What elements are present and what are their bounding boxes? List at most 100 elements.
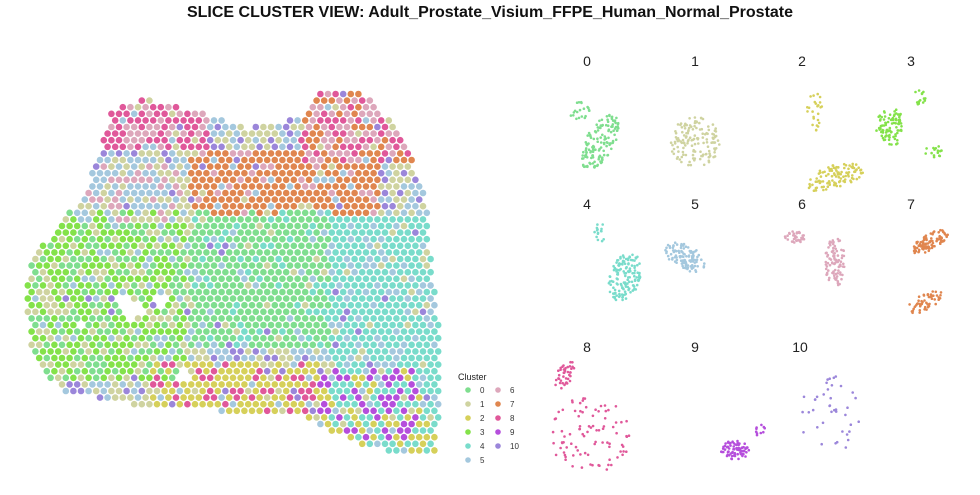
spot-point xyxy=(271,249,279,256)
spot-point xyxy=(366,414,374,421)
spot-point xyxy=(70,295,77,302)
spot-point xyxy=(184,295,191,302)
panel-point xyxy=(737,443,740,447)
spot-point xyxy=(370,130,377,137)
spot-point xyxy=(252,282,260,289)
spot-point xyxy=(396,361,404,368)
panel-point xyxy=(686,131,690,135)
spot-point xyxy=(317,315,324,322)
cluster-panel-2: 2 xyxy=(798,53,864,192)
panel-point xyxy=(815,395,819,399)
spot-point xyxy=(134,196,142,203)
spot-point xyxy=(157,367,165,375)
panel-point xyxy=(925,245,928,248)
panel-point xyxy=(854,163,858,166)
panel-point xyxy=(943,232,947,236)
spot-point xyxy=(130,123,138,131)
spot-point xyxy=(214,123,222,131)
spot-point xyxy=(237,282,244,289)
panel-point xyxy=(678,158,682,161)
spot-point xyxy=(92,361,100,368)
panel-point xyxy=(848,430,851,433)
panel-point xyxy=(631,253,634,257)
spot-point xyxy=(195,222,203,230)
panel-point xyxy=(835,169,838,172)
spot-point xyxy=(89,367,96,375)
panel-point xyxy=(827,278,831,282)
spot-point xyxy=(282,295,290,302)
spot-point xyxy=(134,328,142,335)
spot-point xyxy=(222,387,229,395)
spot-point xyxy=(214,176,222,184)
panel-point xyxy=(597,157,600,161)
spot-point xyxy=(222,348,229,355)
spot-point xyxy=(149,275,157,283)
spot-point xyxy=(104,381,111,388)
spot-point xyxy=(423,367,431,375)
spot-point xyxy=(271,169,279,177)
spot-point xyxy=(313,229,320,236)
spot-point xyxy=(127,143,134,151)
spot-point xyxy=(66,315,73,322)
spot-point xyxy=(199,189,206,197)
spot-point xyxy=(180,183,187,190)
spot-point xyxy=(381,282,389,289)
panel-point xyxy=(693,134,697,137)
spot-point xyxy=(252,374,260,382)
spot-point xyxy=(336,242,343,250)
spot-point xyxy=(419,348,427,355)
spot-point xyxy=(355,288,362,296)
panel-point xyxy=(939,294,942,297)
spot-point xyxy=(203,301,210,309)
panel-point xyxy=(821,180,825,183)
spot-point xyxy=(362,367,370,375)
panel-point xyxy=(631,258,634,262)
panel-point xyxy=(675,249,678,253)
panel-point xyxy=(587,108,591,112)
spot-point xyxy=(431,341,438,349)
spot-point xyxy=(324,367,332,375)
spot-point xyxy=(267,189,275,197)
spot-point xyxy=(241,249,248,256)
panel-point xyxy=(858,176,861,179)
spot-point xyxy=(404,414,412,421)
spot-point xyxy=(127,130,134,137)
spot-point xyxy=(393,367,400,375)
spot-point xyxy=(206,268,214,276)
spot-point xyxy=(320,229,328,236)
spot-point xyxy=(241,315,248,322)
panel-point xyxy=(694,258,698,262)
cluster-panel-4: 4 xyxy=(583,196,642,302)
spot-point xyxy=(332,90,339,98)
spot-point xyxy=(366,321,374,329)
spot-point xyxy=(149,209,157,217)
panel-point xyxy=(705,152,708,156)
spot-point xyxy=(153,229,161,236)
panel-point xyxy=(883,138,887,141)
spot-point xyxy=(161,136,168,144)
spot-point xyxy=(313,268,320,276)
panel-point xyxy=(612,264,615,268)
panel-point xyxy=(559,446,562,450)
spot-point xyxy=(313,150,320,157)
spot-point xyxy=(35,288,43,296)
spot-point xyxy=(195,315,203,322)
spot-point xyxy=(73,222,81,230)
spot-point xyxy=(81,249,89,256)
spot-point xyxy=(214,268,222,276)
spot-point xyxy=(301,354,309,362)
spot-point xyxy=(157,235,165,243)
panel-point xyxy=(621,295,624,299)
spot-point xyxy=(161,176,168,184)
spot-point xyxy=(336,229,343,236)
spot-point xyxy=(199,308,206,316)
spot-point xyxy=(210,301,218,309)
panel-point xyxy=(591,463,594,467)
spot-point xyxy=(115,123,123,131)
spot-point xyxy=(279,183,286,190)
panel-point xyxy=(851,391,854,394)
spot-point xyxy=(328,348,336,355)
spot-point xyxy=(187,196,195,203)
spot-point xyxy=(385,130,393,137)
spot-point xyxy=(313,414,320,421)
